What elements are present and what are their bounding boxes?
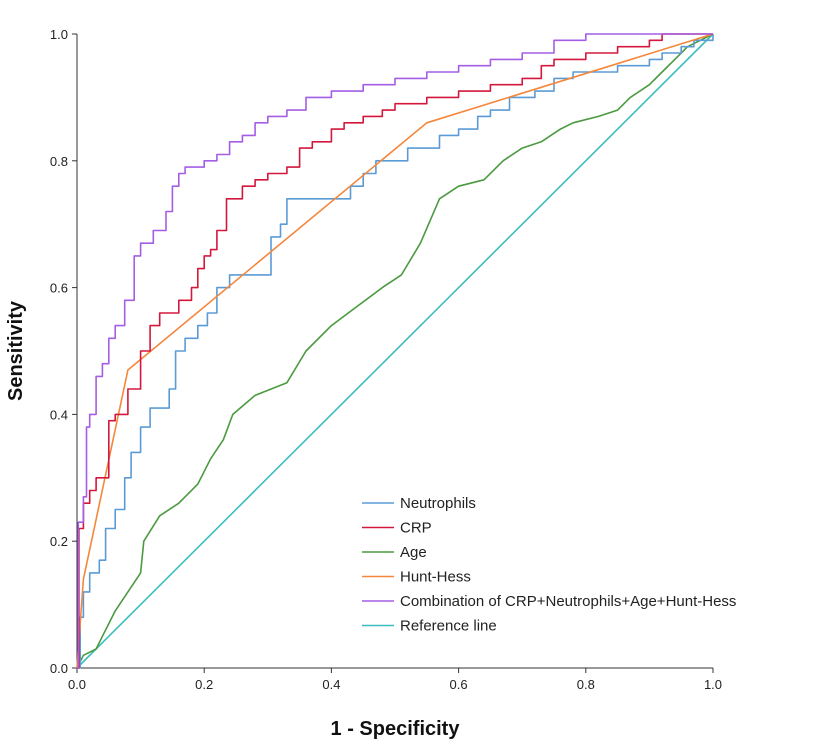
x-tick-label: 0.2: [195, 677, 213, 692]
y-tick-label: 0.6: [50, 281, 68, 296]
y-tick-label: 0.8: [50, 154, 68, 169]
series-line-hunt-hess: [76, 33, 714, 669]
y-tick-label: 1.0: [50, 27, 68, 42]
x-tick-label: 0.4: [322, 677, 340, 692]
y-tick-label: 0.0: [50, 661, 68, 676]
ticks: 0.0 0.2 0.4 0.6 0.8 1.0 0.0 0.2 0.4 0.6 0.8 1.0: [50, 27, 722, 692]
legend-label: Combination of CRP+Neutrophils+Age+Hunt-…: [400, 593, 736, 610]
y-tick-label: 0.4: [50, 407, 68, 422]
y-axis-title: Sensitivity: [5, 300, 27, 401]
legend-label: Age: [400, 544, 427, 561]
series-line-combination-of-crp-neutrophils-age-hunt-hess: [77, 33, 713, 669]
x-tick-label: 1.0: [704, 677, 722, 692]
legend-label: Neutrophils: [400, 495, 476, 512]
series-line-crp: [77, 33, 713, 669]
legend-label: CRP: [400, 520, 432, 537]
legend-label: Hunt-Hess: [400, 569, 471, 586]
x-tick-label: 0.8: [577, 677, 595, 692]
legend: Neutrophils CRP Age Hunt-Hess Combination of…: [362, 495, 736, 635]
legend-label: Reference line: [400, 618, 497, 635]
series-line-age: [76, 33, 714, 669]
x-tick-label: 0.6: [450, 677, 468, 692]
x-axis-title: 1 - Specificity: [331, 718, 461, 740]
series-layer: [76, 33, 714, 669]
series-line-reference-line: [76, 33, 714, 669]
y-tick-label: 0.2: [50, 534, 68, 549]
axes: [76, 34, 713, 669]
x-tick-label: 0.0: [68, 677, 86, 692]
series-line-neutrophils: [77, 34, 714, 669]
